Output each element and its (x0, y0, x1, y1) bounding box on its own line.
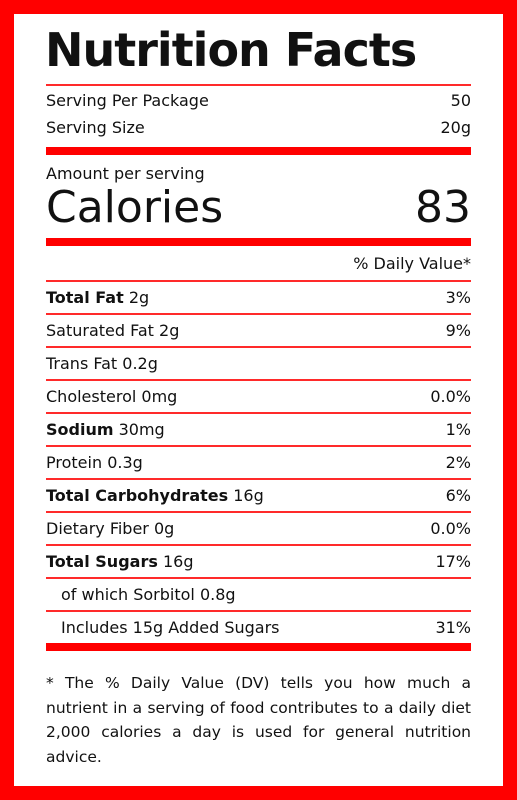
nutrition-panel: Nutrition Facts Serving Per Package 50 S… (45, 20, 471, 769)
divider (46, 346, 471, 348)
nutrient-amount: 0g (153, 519, 175, 538)
nutrient-daily-value: 31% (435, 618, 471, 637)
label-title: Nutrition Facts (45, 23, 417, 77)
divider (46, 577, 471, 579)
nutrient-daily-value: 9% (445, 321, 471, 340)
calories-row: Calories 83 (46, 183, 471, 233)
nutrient-name: Total Fat (46, 288, 124, 307)
nutrient-row: Total Sugars 16g 17% (46, 546, 471, 577)
divider (46, 412, 471, 414)
amount-per-serving: Amount per serving (46, 164, 205, 183)
nutrient-amount: 16g (233, 486, 264, 505)
nutrient-name-cell: Sodium 30mg (46, 420, 165, 439)
divider (46, 445, 471, 447)
divider-thick (46, 643, 471, 651)
nutrient-name: Protein (46, 453, 103, 472)
footnote: * The % Daily Value (DV) tells you how m… (46, 674, 471, 766)
nutrient-name: Includes 15g Added Sugars (61, 618, 280, 637)
nutrient-amount: 30mg (118, 420, 165, 439)
nutrient-row: Sodium 30mg 1% (46, 414, 471, 445)
nutrient-name-cell: Cholesterol 0mg (46, 387, 177, 406)
divider (46, 544, 471, 546)
nutrient-row: of which Sorbitol 0.8g (46, 579, 471, 610)
daily-value-header-label: % Daily Value* (353, 253, 471, 273)
divider (46, 379, 471, 381)
divider (46, 511, 471, 513)
nutrient-daily-value: 0.0% (430, 387, 471, 406)
nutrient-name-cell: Saturated Fat 2g (46, 321, 179, 340)
serving-size-row: Serving Size 20g (46, 114, 471, 141)
nutrient-row: Dietary Fiber 0g 0.0% (46, 513, 471, 544)
serving-per-package-value: 50 (450, 91, 471, 110)
divider (46, 84, 471, 86)
nutrient-daily-value: 6% (445, 486, 471, 505)
nutrient-name: Dietary Fiber (46, 519, 149, 538)
divider-thick (46, 147, 471, 155)
serving-size-label: Serving Size (46, 118, 145, 137)
serving-size-value: 20g (440, 118, 471, 137)
nutrient-name: Total Sugars (46, 552, 158, 571)
nutrient-daily-value: 3% (445, 288, 471, 307)
nutrient-amount: 0.8g (199, 585, 236, 604)
serving-per-package-label: Serving Per Package (46, 91, 209, 110)
nutrient-name: Total Carbohydrates (46, 486, 229, 505)
nutrient-row: Total Fat 2g 3% (46, 282, 471, 313)
nutrient-name-cell: Includes 15g Added Sugars (46, 618, 280, 637)
nutrient-name-cell: Dietary Fiber 0g (46, 519, 174, 538)
nutrient-amount: 16g (162, 552, 194, 571)
nutrient-name: Saturated Fat (46, 321, 154, 340)
calories-value: 83 (415, 182, 471, 233)
nutrient-amount: 0.2g (122, 354, 158, 373)
divider-thick (46, 238, 471, 246)
nutrient-amount: 0.3g (107, 453, 143, 472)
nutrient-row: Includes 15g Added Sugars 31% (46, 612, 471, 643)
nutrient-daily-value: 17% (435, 552, 471, 571)
divider (46, 478, 471, 480)
nutrient-name: Cholesterol (46, 387, 137, 406)
nutrient-row: Total Carbohydrates 16g 6% (46, 480, 471, 511)
divider (46, 313, 471, 315)
divider (46, 280, 471, 282)
calories-label: Calories (46, 182, 224, 233)
nutrient-name-cell: Total Sugars 16g (46, 552, 193, 571)
nutrient-list: Total Fat 2g 3% Saturated Fat 2g 9% Trans Fa… (46, 282, 471, 643)
nutrient-daily-value: 1% (445, 420, 471, 439)
nutrient-name-cell: Total Fat 2g (46, 288, 149, 307)
nutrient-row: Cholesterol 0mg 0.0% (46, 381, 471, 412)
divider (46, 610, 471, 612)
serving-per-package-row: Serving Per Package 50 (46, 87, 471, 114)
nutrient-name-cell: Total Carbohydrates 16g (46, 486, 264, 505)
nutrient-name: Sodium (46, 420, 114, 439)
nutrient-row: Protein 0.3g 2% (46, 447, 471, 478)
nutrient-name-cell: Protein 0.3g (46, 453, 143, 472)
nutrient-daily-value: 2% (445, 453, 471, 472)
nutrient-amount: 2g (128, 288, 150, 307)
nutrient-name-cell: of which Sorbitol 0.8g (46, 585, 236, 604)
nutrient-name: Trans Fat (46, 354, 118, 373)
nutrient-amount: 2g (159, 321, 180, 340)
nutrient-name: of which Sorbitol (61, 585, 195, 604)
nutrient-name-cell: Trans Fat 0.2g (46, 354, 158, 373)
daily-value-header: % Daily Value* (46, 246, 471, 280)
nutrient-daily-value: 0.0% (430, 519, 471, 538)
nutrient-amount: 0mg (141, 387, 178, 406)
nutrient-row: Saturated Fat 2g 9% (46, 315, 471, 346)
nutrient-row: Trans Fat 0.2g (46, 348, 471, 379)
